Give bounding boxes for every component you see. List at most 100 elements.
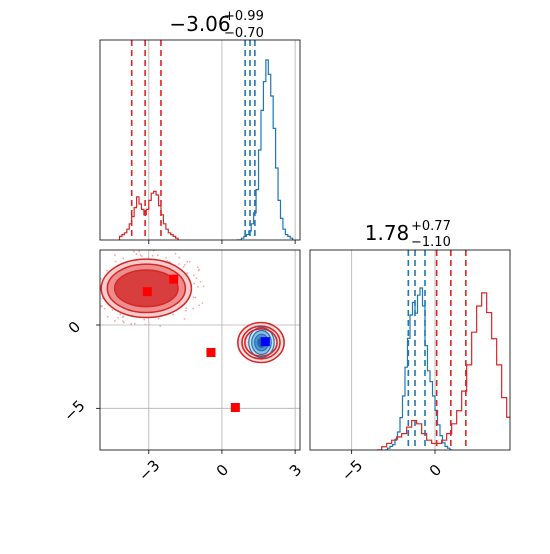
tick-label-y2-0: −5 bbox=[60, 397, 88, 425]
sample-point bbox=[121, 320, 124, 323]
sample-point bbox=[138, 250, 140, 253]
hist-param-1-series-1 bbox=[118, 190, 179, 240]
sample-point bbox=[119, 313, 122, 315]
title-param-1: −3.06 bbox=[169, 12, 230, 36]
sample-point bbox=[111, 309, 114, 311]
frame-hist-param-1 bbox=[99, 39, 301, 241]
sample-point bbox=[114, 254, 116, 257]
sample-point bbox=[159, 325, 162, 327]
sample-point bbox=[89, 277, 91, 279]
marker-0 bbox=[142, 287, 152, 297]
grid-tl bbox=[148, 40, 296, 240]
sample-point bbox=[201, 302, 204, 304]
title-param-2-main: 1.78 bbox=[365, 221, 410, 245]
sample-point bbox=[186, 272, 189, 274]
marker-4 bbox=[260, 337, 270, 347]
sample-point bbox=[89, 287, 91, 289]
sample-point bbox=[193, 282, 196, 285]
sample-point bbox=[195, 277, 198, 280]
sample-point bbox=[165, 257, 168, 259]
sample-point bbox=[94, 293, 96, 295]
marker-2 bbox=[206, 348, 216, 357]
sample-point bbox=[182, 265, 185, 268]
sample-point bbox=[100, 305, 102, 308]
title-param-2-sub: −1.10 bbox=[411, 235, 451, 250]
sample-point bbox=[96, 300, 98, 302]
sample-point bbox=[122, 257, 125, 260]
sample-point bbox=[183, 317, 186, 320]
sample-point bbox=[95, 277, 97, 279]
contour-red-ring-1 bbox=[244, 328, 278, 357]
hist-param-2-series-1 bbox=[376, 292, 510, 450]
sample-point bbox=[91, 273, 93, 275]
sample-point bbox=[96, 282, 98, 284]
tick-label-x1-0: −3 bbox=[135, 456, 163, 484]
title-param-2: 1.78 bbox=[365, 221, 410, 245]
sample-point bbox=[96, 274, 98, 276]
sample-point bbox=[89, 296, 91, 298]
plot-hist-param-2 bbox=[376, 250, 510, 450]
sample-point bbox=[106, 315, 109, 318]
sample-point bbox=[133, 322, 136, 325]
sample-point bbox=[141, 255, 143, 258]
tick-label-x1-1: 0 bbox=[213, 461, 232, 480]
tick-label-x2-1: 0 bbox=[426, 461, 445, 480]
plot-hist-param-1 bbox=[118, 40, 294, 240]
panel-hist-param-1 bbox=[99, 39, 301, 244]
title-param-2-sup: +0.77 bbox=[411, 219, 451, 234]
sample-point bbox=[100, 277, 102, 280]
sample-point bbox=[157, 317, 160, 320]
sample-point bbox=[199, 280, 202, 283]
sample-point bbox=[106, 269, 108, 272]
marker-1 bbox=[169, 274, 179, 284]
tick-label-y2-1: 0 bbox=[65, 318, 84, 337]
sample-point bbox=[188, 260, 191, 263]
sample-point bbox=[130, 322, 133, 325]
sample-point bbox=[183, 263, 186, 266]
ticks-hist-param-1 bbox=[148, 240, 296, 244]
sample-point bbox=[123, 321, 125, 324]
sample-point bbox=[166, 260, 169, 262]
grid-br bbox=[351, 250, 436, 450]
sample-point bbox=[198, 304, 201, 307]
sample-point bbox=[197, 269, 200, 272]
sample-point bbox=[202, 285, 205, 288]
sample-point bbox=[91, 285, 93, 287]
sample-point bbox=[196, 285, 199, 288]
title-param-1-sup: +0.99 bbox=[224, 9, 264, 24]
sample-point bbox=[174, 252, 177, 255]
hist-param-2-series-0 bbox=[385, 287, 453, 450]
sample-point bbox=[87, 298, 89, 300]
sample-point bbox=[196, 266, 199, 269]
sample-point bbox=[192, 296, 195, 298]
sample-point bbox=[121, 316, 124, 319]
sample-point bbox=[139, 254, 142, 256]
sample-point bbox=[151, 254, 154, 257]
title-param-1-sub: −0.70 bbox=[224, 26, 264, 41]
frame-2d-density bbox=[99, 249, 301, 451]
sample-point bbox=[96, 297, 98, 299]
sample-point bbox=[117, 317, 120, 319]
sample-point bbox=[98, 270, 100, 272]
sample-point bbox=[178, 256, 181, 259]
sample-point bbox=[184, 309, 187, 312]
title-param-1-main: −3.06 bbox=[169, 12, 230, 36]
plot-2d-density bbox=[87, 250, 285, 412]
tick-label-x2-0: −5 bbox=[338, 456, 366, 484]
contour-red-ring-0 bbox=[241, 325, 281, 360]
sample-point bbox=[88, 297, 90, 299]
sample-point bbox=[113, 319, 116, 322]
grid-bl bbox=[100, 250, 300, 450]
ticks-hist-param-2: −5 0 bbox=[338, 450, 445, 485]
sample-point bbox=[192, 307, 195, 310]
sample-point bbox=[143, 318, 146, 321]
sample-point bbox=[94, 283, 96, 285]
sample-point bbox=[172, 313, 175, 316]
sample-point bbox=[144, 323, 147, 326]
sample-point bbox=[87, 277, 89, 279]
frame-hist-param-2 bbox=[309, 249, 511, 451]
panel-2d-density: −3 0 3 −5 0 bbox=[60, 249, 305, 485]
sample-point bbox=[114, 260, 117, 263]
panel-hist-param-2: −5 0 bbox=[309, 249, 511, 485]
